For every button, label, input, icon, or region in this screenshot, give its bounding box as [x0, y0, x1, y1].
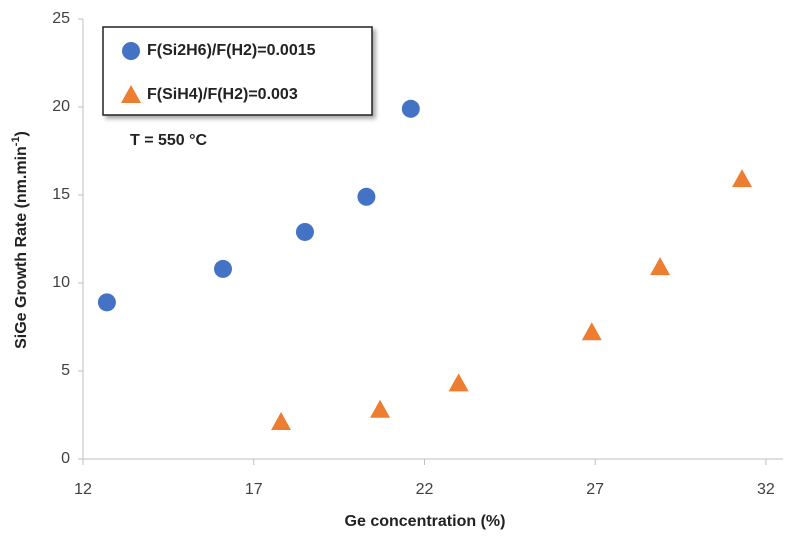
- legend-label: F(SiH4)/F(H2)=0.003: [147, 86, 298, 103]
- x-tick-label: 17: [245, 481, 263, 498]
- point: [97, 293, 116, 312]
- x-tick-label: 27: [586, 481, 604, 498]
- point: [271, 412, 292, 431]
- point: [214, 259, 232, 278]
- annotation: T = 550 °C: [130, 132, 208, 149]
- x-tick-label: 12: [74, 481, 92, 498]
- point: [581, 322, 602, 341]
- point: [650, 257, 671, 276]
- x-axis-label: Ge concentration (%): [345, 513, 506, 530]
- legend-marker: [122, 42, 140, 60]
- x-tick-label: 22: [416, 481, 434, 498]
- y-tick-label: 25: [52, 10, 70, 27]
- y-label-suffix: ): [13, 131, 30, 136]
- legend-box: [102, 26, 373, 116]
- y-tick-label: 10: [52, 274, 70, 291]
- legend-label: F(Si2H6)/F(H2)=0.0015: [147, 42, 316, 59]
- y-label-sup: -1: [10, 136, 22, 146]
- y-label-text: SiGe Growth Rate (nm.min: [13, 146, 30, 349]
- x-tick-label: 32: [757, 481, 775, 498]
- point: [401, 99, 420, 118]
- point: [357, 187, 376, 206]
- point: [448, 373, 469, 392]
- point: [295, 222, 314, 241]
- y-tick-label: 0: [61, 450, 70, 467]
- y-tick-label: 15: [52, 186, 70, 203]
- legend-marker: [121, 85, 141, 103]
- point: [732, 169, 753, 188]
- y-axis-label: SiGe Growth Rate (nm.min-1): [10, 131, 30, 349]
- y-tick-label: 5: [61, 362, 70, 379]
- point: [370, 399, 391, 418]
- y-tick-label: 20: [52, 98, 70, 115]
